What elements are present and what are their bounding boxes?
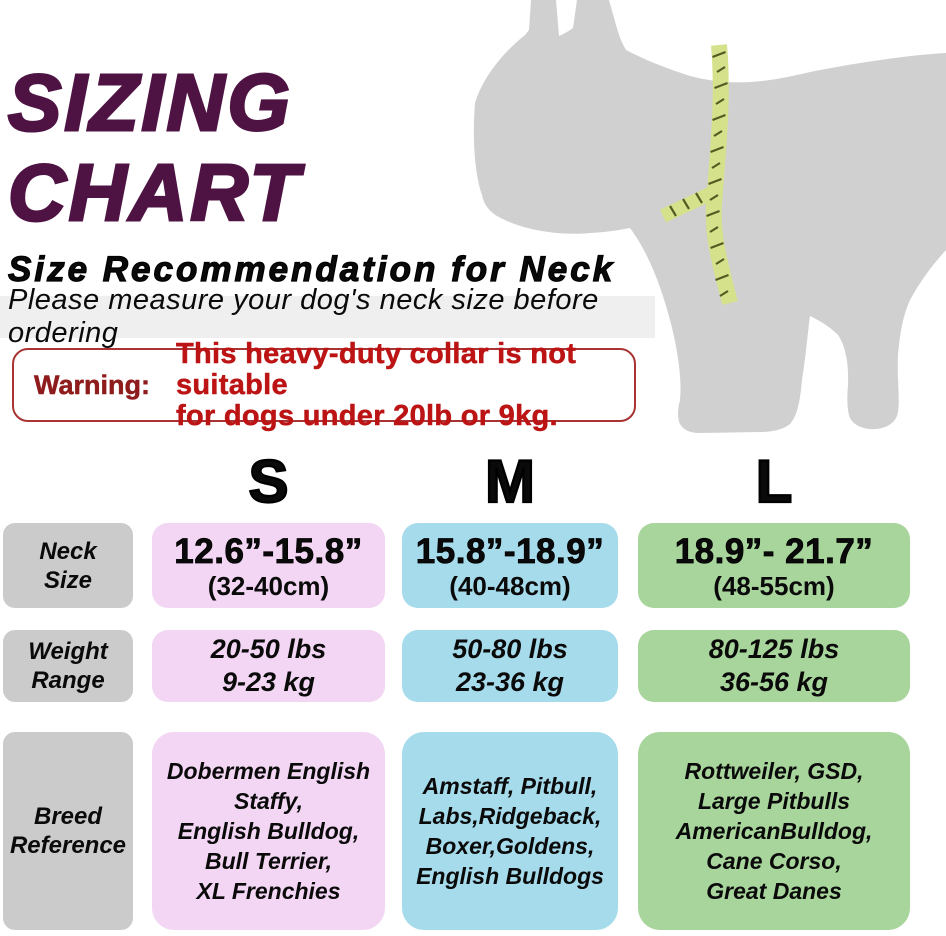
cell-neck-size-s: 12.6”-15.8” (32-40cm)	[152, 523, 385, 608]
neck-size-l-value: 18.9”- 21.7”	[674, 531, 874, 571]
row-label-weight-range: Weight Range	[3, 630, 133, 702]
weight-l-kg: 36-56 kg	[719, 667, 829, 697]
dog-silhouette-graphic	[473, 0, 946, 433]
weight-s-lbs: 20-50 lbs	[210, 634, 327, 664]
neck-size-s-metric: (32-40cm)	[207, 570, 330, 601]
column-header-s: S	[247, 446, 289, 515]
weight-m-kg: 23-36 kg	[455, 667, 565, 697]
warning-label: Warning:	[34, 369, 150, 400]
cell-neck-size-l: 18.9”- 21.7” (48-55cm)	[638, 523, 910, 608]
warning-text: This heavy-duty collar is not suitable f…	[175, 337, 634, 432]
cell-breed-reference-s: Dobermen English Staffy, English Bulldog…	[152, 732, 385, 930]
weight-m-lbs: 50-80 lbs	[452, 634, 568, 664]
cell-breed-reference-m: Amstaff, Pitbull, Labs,Ridgeback, Boxer,…	[402, 732, 618, 930]
weight-s-kg: 9-23 kg	[221, 667, 316, 697]
tape-tick-marks	[669, 50, 729, 297]
warning-text-line1: This heavy-duty collar is not suitable	[175, 337, 577, 401]
row-label-neck-size: Neck Size	[3, 523, 133, 608]
measure-note-band: Please measure your dog's neck size befo…	[0, 284, 655, 349]
measuring-tape	[705, 44, 738, 305]
cell-neck-size-m: 15.8”-18.9” (40-48cm)	[402, 523, 618, 608]
neck-size-m-metric: (40-48cm)	[449, 570, 571, 601]
page-title: SIZING CHART	[7, 57, 302, 239]
page-title-line2: CHART	[7, 147, 302, 239]
warning-text-line2: for dogs under 20lb or 9kg.	[175, 399, 558, 432]
column-header-l: L	[755, 446, 794, 515]
cell-breed-reference-l: Rottweiler, GSD, Large Pitbulls American…	[638, 732, 910, 930]
weight-l-lbs: 80-125 lbs	[708, 634, 840, 664]
measure-note: Please measure your dog's neck size befo…	[8, 284, 599, 349]
cell-weight-range-m: 50-80 lbs 23-36 kg	[402, 630, 618, 702]
cell-weight-range-s: 20-50 lbs 9-23 kg	[152, 630, 385, 702]
neck-size-l-metric: (48-55cm)	[713, 570, 835, 601]
row-label-breed-reference: Breed Reference	[3, 732, 133, 930]
subtitle: Size Recommendation for Neck	[7, 249, 616, 289]
warning-box: Warning: This heavy-duty collar is not s…	[12, 338, 636, 431]
neck-size-s-value: 12.6”-15.8”	[174, 531, 363, 571]
page-title-line1: SIZING	[7, 57, 293, 149]
column-header-m: M	[484, 446, 536, 515]
neck-size-m-value: 15.8”-18.9”	[415, 531, 605, 571]
cell-weight-range-l: 80-125 lbs 36-56 kg	[638, 630, 910, 702]
